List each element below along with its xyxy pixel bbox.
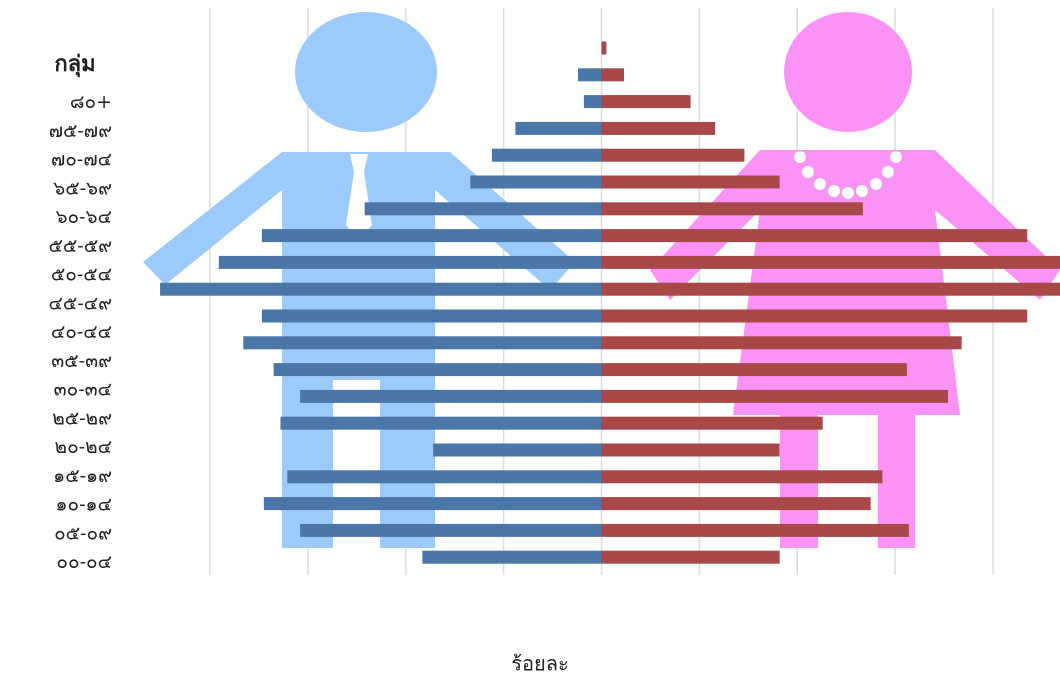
- bar-female: [601, 121, 716, 135]
- bar-female: [601, 416, 823, 430]
- bar-male: [433, 443, 602, 457]
- y-tick-label: ๔๐-๔๔: [51, 321, 112, 343]
- bar-male: [243, 336, 602, 350]
- y-tick-label: ๘๐+: [70, 91, 112, 113]
- y-tick-label: ๓๐-๓๔: [54, 379, 112, 401]
- bar-male: [263, 497, 602, 511]
- y-tick-label: ๕๕-๕๙: [49, 235, 112, 257]
- bar-male: [300, 389, 602, 403]
- bar-male: [578, 68, 602, 82]
- bar-female: [601, 68, 625, 82]
- bar-female: [601, 443, 780, 457]
- bar-male: [280, 416, 602, 430]
- bar-male: [273, 363, 602, 377]
- bar-female: [601, 229, 1028, 243]
- y-tick-label: ๔๕-๔๙: [49, 292, 112, 314]
- male-pictogram: [143, 12, 575, 548]
- male-tie: [346, 154, 372, 240]
- bar-male: [300, 523, 602, 537]
- y-tick-label: ๒๐-๒๔: [55, 436, 112, 458]
- female-necklace: [794, 151, 902, 199]
- bar-male: [422, 550, 602, 564]
- bar-female: [601, 363, 907, 377]
- bar-female: [601, 389, 948, 403]
- bar-male: [287, 470, 602, 484]
- y-tick-label: ๐๕-๐๙: [54, 522, 112, 544]
- y-tick-label: ๕๐-๕๔: [51, 264, 112, 286]
- category-header: กลุ่ม: [54, 51, 95, 78]
- bar-female: [601, 41, 607, 55]
- bar-male: [261, 229, 602, 243]
- bar-female: [601, 148, 745, 162]
- y-tick-label: ๗๐-๗๔: [51, 149, 112, 171]
- bar-male: [160, 282, 602, 296]
- bar-female: [601, 282, 1060, 296]
- y-tick-label: ๓๕-๓๙: [51, 350, 112, 372]
- bar-male: [515, 121, 602, 135]
- y-tick-label: ๖๕-๖๙: [53, 177, 112, 199]
- y-tick-label: ๑๐-๑๔: [55, 494, 112, 516]
- bar-female: [601, 309, 1028, 323]
- bar-female: [601, 255, 1060, 269]
- bar-female: [601, 175, 780, 189]
- y-tick-label: ๒๕-๒๙: [52, 407, 112, 429]
- bar-male: [491, 148, 602, 162]
- bar-female: [601, 95, 691, 109]
- y-tick-label: ๖๐-๖๔: [55, 206, 112, 228]
- bar-female: [601, 523, 909, 537]
- y-tick-label: ๑๕-๑๙: [53, 465, 112, 487]
- bar-female: [601, 470, 883, 484]
- y-tick-label: ๗๕-๗๙: [49, 120, 112, 142]
- bar-male: [261, 309, 602, 323]
- bar-female: [601, 550, 780, 564]
- bar-male: [583, 95, 602, 109]
- bar-male: [470, 175, 602, 189]
- bar-male: [218, 255, 602, 269]
- bar-female: [601, 336, 962, 350]
- bar-male: [364, 202, 602, 216]
- x-axis-label: ร้อยละ: [511, 652, 568, 676]
- bar-female: [601, 497, 871, 511]
- y-tick-label: ๐๐-๐๔: [56, 551, 112, 573]
- bar-female: [601, 202, 863, 216]
- female-pictogram: [650, 12, 1060, 548]
